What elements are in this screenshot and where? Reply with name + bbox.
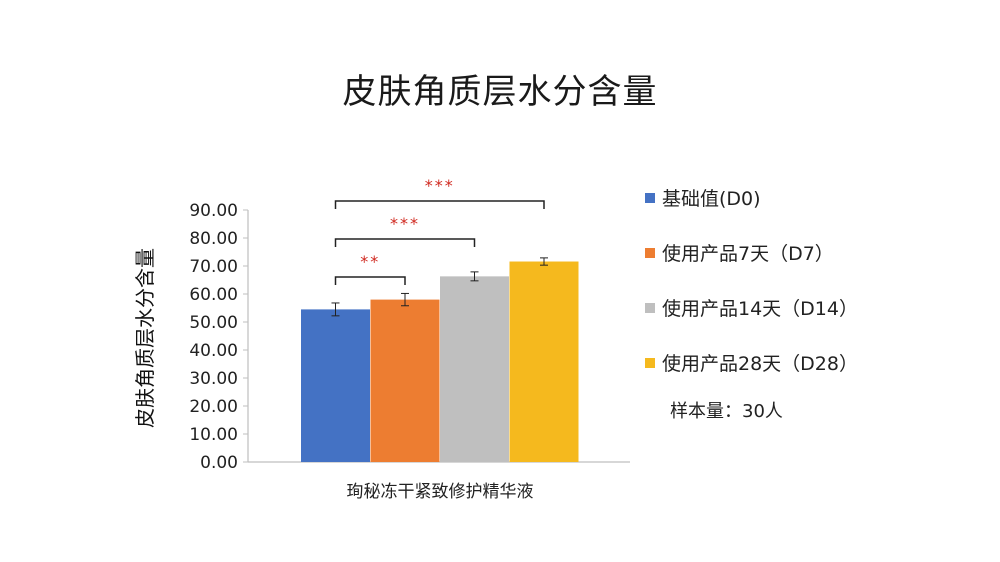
y-tick-label: 80.00 (189, 229, 238, 249)
y-axis-label: 皮肤角质层水分含量 (133, 248, 157, 428)
legend-swatch-2 (645, 303, 655, 313)
y-tick-label: 0.00 (200, 453, 238, 473)
significance-label-0: ** (360, 252, 380, 271)
significance-label-1: *** (390, 214, 420, 233)
legend-label-0: 基础值(D0) (662, 188, 761, 210)
legend-label-3: 使用产品28天（D28） (662, 353, 858, 375)
significance-bracket-1 (334, 238, 476, 247)
legend-label-1: 使用产品7天（D7） (662, 243, 834, 265)
y-tick-label: 10.00 (189, 425, 238, 445)
bar-1 (370, 299, 440, 462)
y-tick-label: 70.00 (189, 257, 238, 277)
y-tick-label: 90.00 (189, 201, 238, 221)
legend-label-2: 使用产品14天（D14） (662, 298, 858, 320)
significance-brackets: ******** (334, 176, 545, 285)
legend-swatch-3 (645, 358, 655, 368)
chart-title: 皮肤角质层水分含量 (342, 72, 658, 112)
significance-bracket-0 (334, 276, 406, 285)
y-tick-label: 30.00 (189, 369, 238, 389)
legend-swatch-1 (645, 248, 655, 258)
y-tick-label: 60.00 (189, 285, 238, 305)
y-tick-label: 50.00 (189, 313, 238, 333)
legend-swatch-0 (645, 193, 655, 203)
y-tick-label: 40.00 (189, 341, 238, 361)
bar-2 (440, 276, 509, 462)
x-category-label: 珣秘冻干紧致修护精华液 (347, 482, 534, 502)
significance-bracket-2 (334, 200, 545, 209)
bar-0 (301, 309, 370, 462)
bar-3 (509, 261, 579, 462)
y-tick-label: 20.00 (189, 397, 238, 417)
sample-size-note: 样本量：30人 (670, 401, 783, 422)
significance-label-2: *** (425, 176, 455, 195)
y-ticks: 0.00 10.00 20.00 30.00 40.00 50.00 60.00 70.00 8… (189, 201, 248, 473)
legend: 基础值(D0) 使用产品7天（D7） 使用产品14天（D14） 使用产品28天（D28… (645, 188, 858, 375)
error-bars (331, 257, 548, 317)
bars (301, 261, 579, 462)
